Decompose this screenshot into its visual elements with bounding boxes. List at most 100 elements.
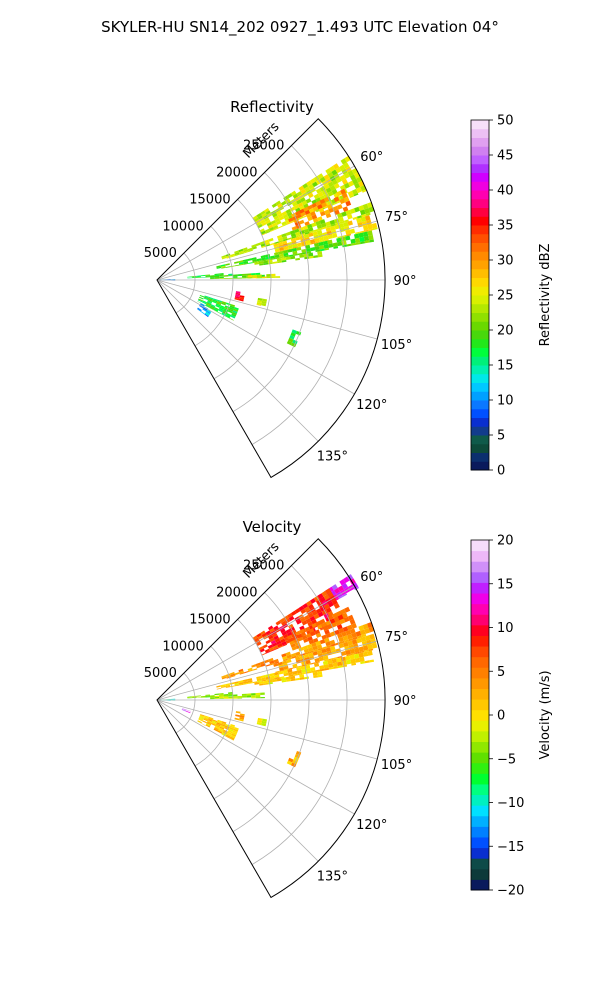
echo-cell (214, 307, 219, 311)
echo-cell (203, 718, 208, 722)
echo-cell (299, 628, 305, 634)
echo-cell (255, 242, 261, 247)
echo-region (221, 622, 375, 680)
echo-cell (233, 726, 239, 731)
echo-cell (336, 212, 343, 219)
echo-cell (333, 666, 339, 669)
echo-cell (352, 178, 359, 185)
echo-cell (274, 637, 281, 643)
echo-cell (301, 664, 307, 667)
echo-cell (359, 629, 366, 636)
echo-cell (281, 200, 287, 206)
echo-cell (293, 638, 299, 644)
echo-cell (286, 654, 292, 659)
echo-cell (198, 298, 203, 302)
echo-cell (204, 716, 209, 720)
echo-cell (300, 617, 306, 623)
echo-cell (361, 633, 367, 638)
colorbar-tick-label: 20 (497, 324, 514, 339)
echo-cell (256, 678, 262, 682)
echo-cell (264, 659, 270, 664)
echo-cell (199, 716, 204, 720)
echo-cell (210, 275, 215, 278)
echo-cell (358, 646, 365, 652)
echo-cell (261, 212, 267, 218)
echo-region (286, 329, 302, 348)
echo-cell (312, 231, 318, 236)
echo-cell (202, 308, 207, 312)
echo-cell (369, 633, 375, 640)
echo-cell (279, 618, 285, 624)
echo-cell (332, 163, 340, 170)
echo-cell (324, 247, 330, 251)
echo-cell (247, 258, 253, 262)
echo-cell (295, 231, 301, 236)
echo-cell (282, 240, 288, 245)
echo-cell (303, 648, 310, 654)
figure-title: SKYLER-HU SN14_202 0927_1.493 UTC Elevat… (101, 18, 499, 37)
echo-cell (223, 698, 229, 699)
echo-cell (261, 257, 267, 261)
echo-cell (282, 213, 289, 219)
echo-cell (259, 648, 265, 653)
echo-cell (251, 273, 256, 276)
echo-cell (328, 663, 334, 668)
colorbar-swatch (471, 461, 489, 471)
echo-cell (230, 255, 236, 258)
echo-cell (234, 682, 240, 686)
echo-cell (239, 715, 245, 718)
echo-cell (303, 233, 310, 239)
echo-cell (313, 662, 320, 668)
echo-region (221, 202, 375, 260)
echo-cell (296, 654, 301, 658)
colorbar-swatch (471, 762, 489, 774)
echo-cell (197, 721, 202, 724)
echo-cell (218, 307, 224, 312)
echo-cell (251, 695, 256, 698)
echo-cell (215, 724, 221, 728)
echo-cell (348, 637, 354, 642)
echo-cell (351, 623, 357, 629)
echo-cell (336, 657, 342, 663)
echo-cell (255, 272, 261, 276)
echo-cell (229, 305, 235, 309)
colorbar-swatch (471, 571, 489, 583)
echo-cell (239, 250, 244, 254)
echo-cell (235, 291, 241, 294)
echo-cell (311, 622, 318, 628)
echo-cell (224, 725, 230, 729)
azimuth-tick-label: 90° (393, 274, 416, 289)
echo-cell (306, 213, 312, 219)
echo-cell (312, 645, 318, 651)
echo-cell (330, 223, 336, 227)
echo-cell (292, 759, 298, 765)
echo-cell (231, 731, 237, 736)
colorbar-swatch (471, 868, 489, 880)
echo-cell (238, 248, 244, 253)
echo-cell (275, 200, 282, 206)
echo-cell (206, 310, 211, 315)
echo-cell (256, 212, 262, 218)
echo-cell (296, 669, 302, 674)
echo-cell (246, 273, 252, 276)
echo-cell (182, 708, 187, 711)
echo-cell (294, 228, 300, 233)
echo-cell (257, 260, 262, 263)
echo-cell (239, 716, 245, 720)
echo-cell (221, 312, 227, 316)
echo-cell (260, 219, 266, 224)
echo-cell (256, 676, 262, 680)
echo-cell (337, 614, 344, 621)
echo-cell (362, 623, 369, 630)
echo-cell (275, 670, 280, 673)
echo-cell (368, 648, 374, 652)
echo-cell (216, 687, 222, 690)
colorbar-swatch (471, 847, 489, 859)
echo-cell (260, 230, 266, 235)
echo-cell (268, 635, 274, 640)
colorbar-swatch (471, 181, 489, 191)
colorbar-swatch (471, 190, 489, 200)
echo-cell (297, 245, 303, 248)
echo-cell (256, 664, 262, 669)
echo-cell (204, 312, 210, 317)
